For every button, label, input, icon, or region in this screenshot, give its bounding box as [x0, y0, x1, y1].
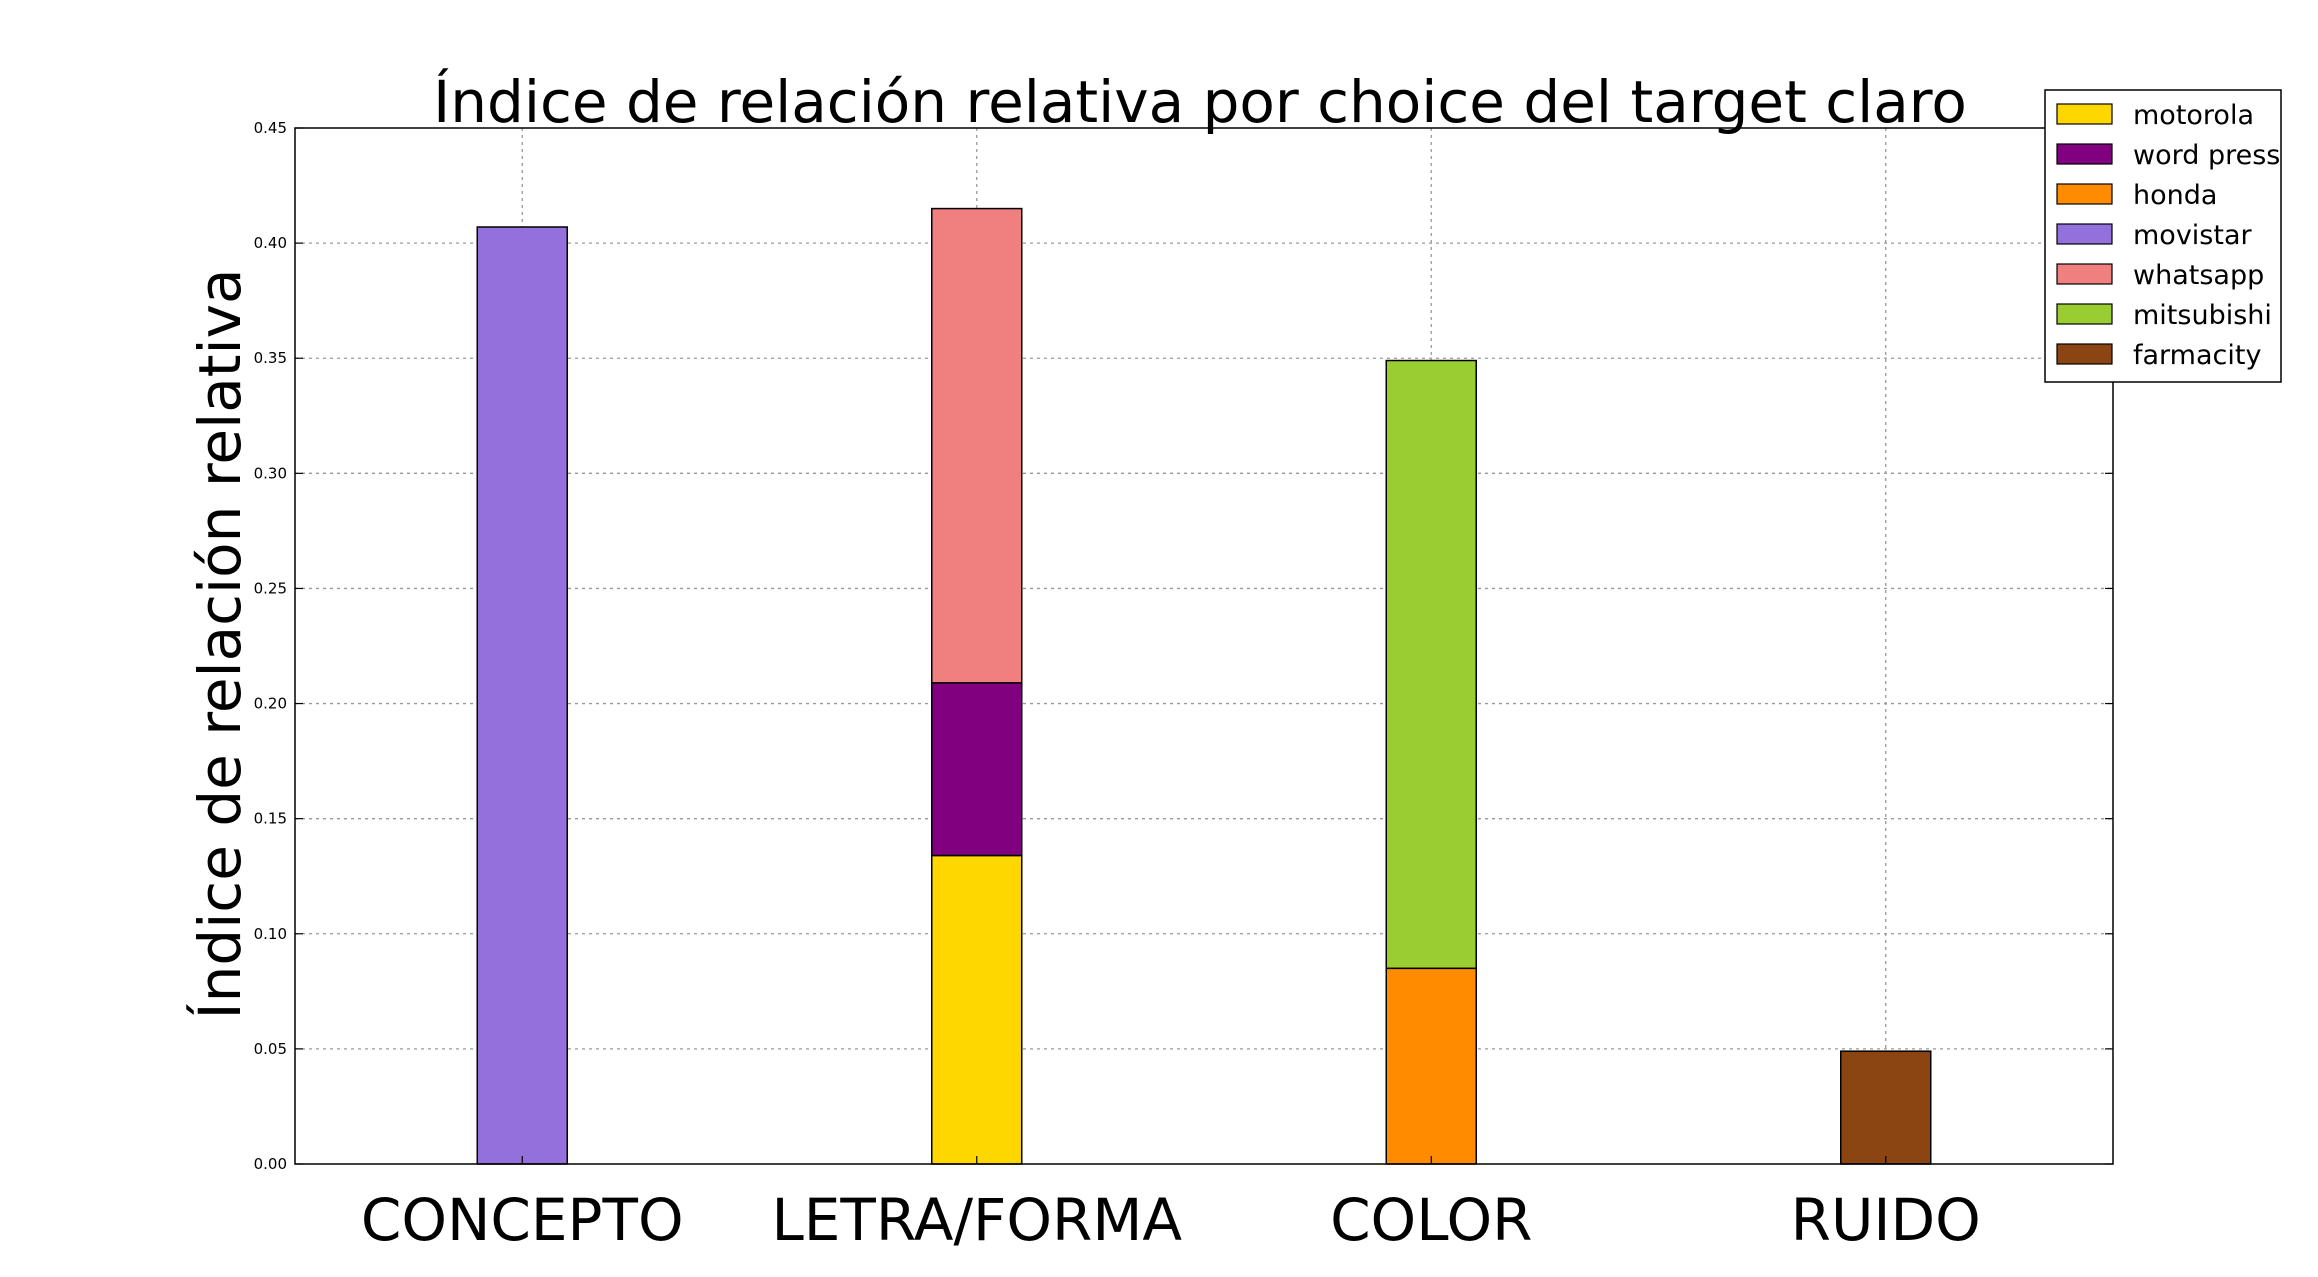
x-tick-label: CONCEPTO [361, 1186, 684, 1254]
bar-whatsapp-letra-forma [931, 207, 1023, 684]
y-tick-label: 0.00 [254, 1155, 287, 1173]
legend-swatch [2056, 343, 2113, 365]
y-tick-label: 0.45 [254, 119, 287, 137]
chart-title: Índice de relación relativa por choice d… [433, 67, 1967, 136]
x-tick-label: RUIDO [1791, 1186, 1981, 1254]
y-tick-label: 0.05 [254, 1040, 287, 1058]
bars [476, 207, 1932, 1165]
legend-label: farmacity [2133, 340, 2261, 371]
legend-swatch [2056, 303, 2113, 325]
y-tick-label: 0.40 [254, 234, 287, 252]
legend-swatch [2056, 143, 2113, 165]
y-axis-ticks: 0.00 0.05 0.10 0.15 0.20 0.25 0.30 0.35 0.40 0.45 [254, 119, 2113, 1173]
y-tick-label: 0.35 [254, 349, 287, 367]
legend-label: movistar [2133, 220, 2252, 251]
legend-label: whatsapp [2133, 260, 2264, 291]
y-tick-label: 0.15 [254, 810, 287, 828]
legend-label: word press [2133, 140, 2280, 171]
bar-mitsubishi-color [1385, 359, 1477, 970]
legend-swatch [2056, 183, 2113, 205]
bar-farmacity-ruido [1840, 1050, 1932, 1165]
bar-movistar-concepto [476, 226, 568, 1165]
legend-swatch [2056, 103, 2113, 125]
y-axis-label: Índice de relación relativa [185, 269, 254, 1020]
x-tick-label: LETRA/FORMA [771, 1186, 1182, 1254]
x-axis-ticks: CONCEPTO LETRA/FORMA COLOR RUIDO [361, 1156, 1981, 1254]
legend-label: honda [2133, 180, 2217, 211]
x-tick-label: COLOR [1330, 1186, 1532, 1254]
legend-swatch [2056, 263, 2113, 285]
bar-word-press-letra-forma [931, 682, 1023, 857]
y-tick-label: 0.20 [254, 695, 287, 713]
legend-label: mitsubishi [2133, 300, 2272, 331]
bar-motorola-letra-forma [931, 854, 1023, 1165]
bar-honda-color [1385, 967, 1477, 1165]
y-tick-label: 0.10 [254, 925, 287, 943]
y-tick-label: 0.30 [254, 464, 287, 482]
legend-label: motorola [2133, 100, 2254, 131]
plot-area-frame [294, 127, 2114, 1165]
legend-swatch [2056, 223, 2113, 245]
y-tick-label: 0.25 [254, 579, 287, 597]
legend: motorola word press honda movistar whatsapp m… [2044, 89, 2282, 383]
